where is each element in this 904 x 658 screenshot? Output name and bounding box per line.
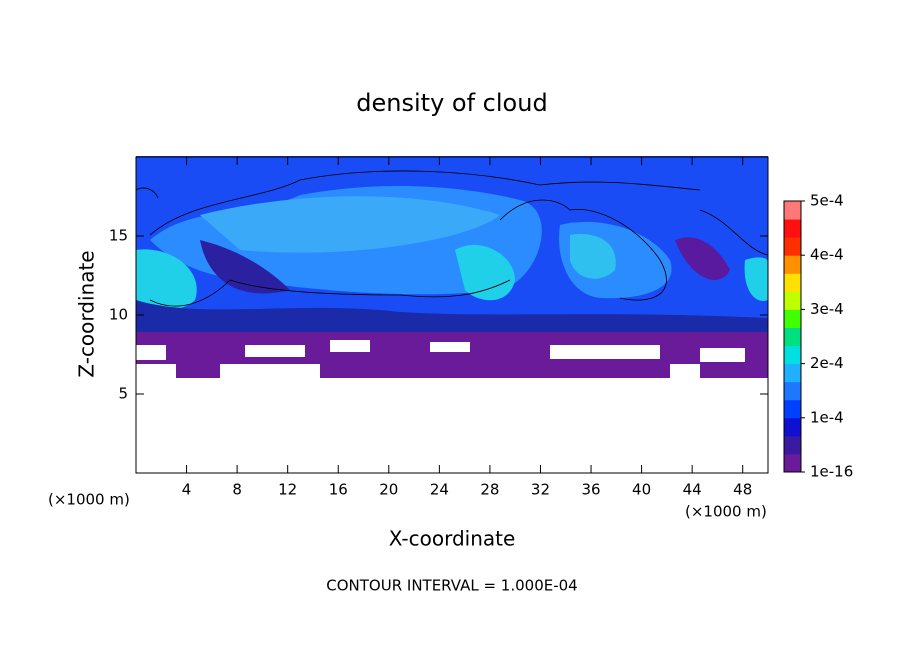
field: [135, 156, 769, 473]
x-axis-label: X-coordinate: [389, 527, 516, 551]
colorbar-band: [784, 273, 801, 292]
colorbar-band: [784, 201, 801, 220]
x-unit: (×1000 m): [48, 491, 130, 509]
colorbar-tick-label: 4e-4: [810, 246, 844, 264]
x-tick-label: 32: [531, 481, 550, 499]
colorbar-band: [784, 399, 801, 419]
colorbar-tick-label: 2e-4: [810, 354, 844, 372]
x-tick-label: 4: [182, 481, 192, 499]
colorbar-tick-label: 3e-4: [810, 300, 844, 318]
y-tick-label: 15: [109, 227, 128, 245]
colorbar-band: [784, 327, 801, 347]
colorbar-frame: [783, 200, 802, 473]
field-blob: [570, 234, 616, 279]
colorbar-band: [784, 435, 801, 455]
colorbar-band: [784, 345, 801, 365]
y-axis-label: Z-coordinate: [75, 250, 99, 377]
x-tick-label: 48: [733, 481, 752, 499]
field-region: [200, 196, 500, 253]
colorbar-band: [784, 453, 801, 473]
colorbar-band: [784, 237, 801, 256]
colorbar-band: [784, 219, 801, 238]
field-blob: [455, 244, 515, 301]
colorbar-band: [784, 363, 801, 383]
x-tick-label: 44: [683, 481, 702, 499]
field-band: [675, 237, 730, 280]
chart-title: density of cloud: [356, 89, 547, 117]
colorbar-tick-label: 1e-4: [810, 408, 844, 426]
colorbar-tick-label: 1e-16: [810, 463, 853, 481]
y-tick-label: 5: [118, 385, 128, 403]
x-unit: (×1000 m): [685, 503, 767, 521]
x-tick-label: 12: [278, 481, 297, 499]
x-tick-label: 8: [232, 481, 242, 499]
field-gaps: [136, 340, 768, 473]
x-tick-label: 28: [480, 481, 499, 499]
x-tick-label: 20: [379, 481, 398, 499]
colorbar-band: [784, 381, 801, 401]
colorbar-band: [784, 255, 801, 274]
x-tick-label: 16: [329, 481, 348, 499]
field-band: [136, 300, 768, 332]
colorbar-band: [784, 417, 801, 437]
colorbar-tick-label: 5e-4: [810, 192, 844, 210]
x-tick-label: 40: [632, 481, 651, 499]
footnote: CONTOUR INTERVAL = 1.000E-04: [326, 577, 577, 595]
y-tick-label: 10: [109, 306, 128, 324]
colorbar-band: [784, 309, 801, 328]
x-tick-label: 24: [430, 481, 449, 499]
field-blob: [744, 257, 768, 301]
field-band: [200, 240, 290, 294]
contour-lines: [135, 170, 769, 307]
colorbar-band: [784, 291, 801, 310]
x-tick-label: 36: [581, 481, 600, 499]
field-blob: [136, 249, 197, 310]
